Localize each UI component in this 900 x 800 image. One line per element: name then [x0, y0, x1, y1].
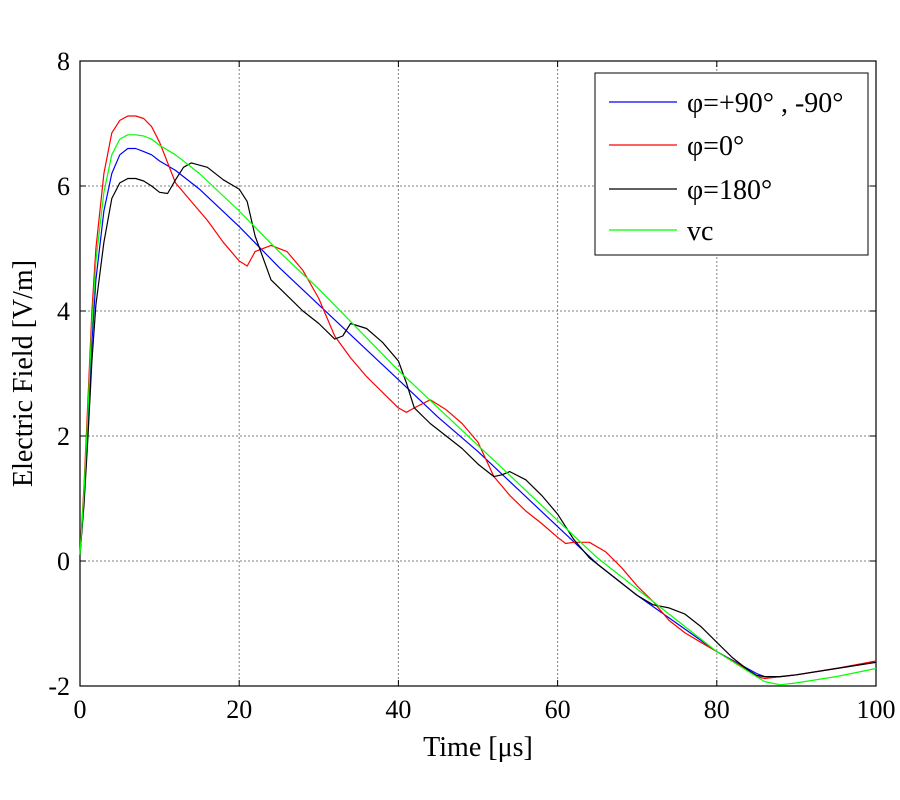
series-line-2 [79, 162, 877, 678]
x-tick-label: 60 [545, 695, 571, 724]
series-line-3 [79, 134, 877, 686]
y-tick-label: 0 [57, 547, 70, 576]
x-tick-label: 100 [857, 695, 896, 724]
series-line-1 [79, 115, 877, 680]
y-tick-label: 4 [57, 297, 70, 326]
y-tick-label: -2 [48, 672, 70, 701]
y-tick-label: 2 [57, 422, 70, 451]
series-line-0 [79, 147, 877, 678]
x-tick-label: 40 [385, 695, 411, 724]
plot-area [79, 60, 877, 687]
y-tick-label: 8 [57, 47, 70, 76]
y-axis-label: Electric Field [V/m] [8, 260, 39, 487]
legend-label-1: φ=0° [687, 131, 744, 162]
legend-label-3: vc [687, 216, 713, 247]
series-lines [79, 115, 877, 686]
legend-label-0: φ=+90° , -90° [687, 88, 843, 119]
x-tick-label: 0 [74, 695, 87, 724]
x-axis-label: Time [μs] [423, 732, 533, 763]
legend-label-2: φ=180° [687, 175, 772, 206]
x-tick-label: 20 [226, 695, 252, 724]
y-tick-label: 6 [57, 172, 70, 201]
legend-box [594, 72, 869, 256]
x-tick-label: 80 [704, 695, 730, 724]
legend: φ=+90° , -90° φ=0° φ=180° vc [594, 72, 869, 256]
